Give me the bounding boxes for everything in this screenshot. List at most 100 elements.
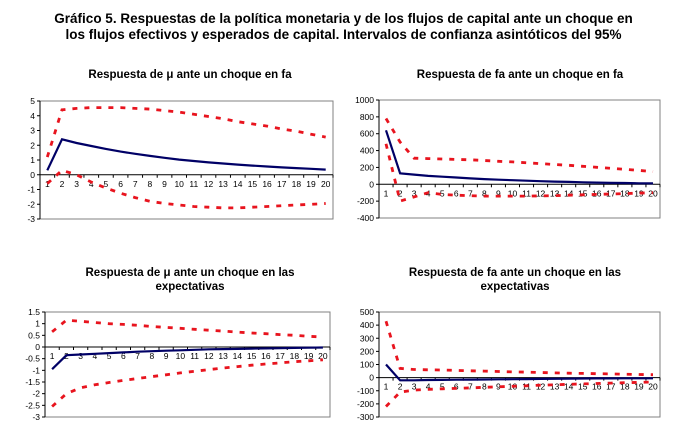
- x-tick-label: 8: [482, 188, 487, 198]
- y-tick-label: -200: [357, 399, 374, 409]
- series-response-line: [46, 138, 326, 171]
- y-tick-label: -2: [32, 389, 40, 399]
- y-tick-label: 2: [30, 140, 35, 150]
- y-tick-label: 1.5: [28, 307, 40, 317]
- x-tick-label: 6: [454, 188, 459, 198]
- x-tick-label: 2: [398, 382, 403, 392]
- y-tick-label: 600: [360, 129, 374, 139]
- y-tick-label: 0: [369, 179, 374, 189]
- y-tick-label: -1: [32, 365, 40, 375]
- x-tick-label: 20: [648, 382, 658, 392]
- series-lower-line: [51, 358, 323, 408]
- series-response-line: [384, 129, 654, 185]
- x-tick-label: 17: [275, 351, 285, 361]
- x-tick-label: 12: [204, 179, 214, 189]
- y-tick-label: 100: [360, 360, 374, 370]
- x-tick-label: 8: [150, 351, 155, 361]
- y-tick-label: 200: [360, 162, 374, 172]
- y-tick-label: -100: [357, 386, 374, 396]
- x-tick-label: 15: [248, 179, 258, 189]
- x-tick-label: 5: [107, 351, 112, 361]
- x-tick-label: 10: [508, 188, 518, 198]
- x-tick-label: 6: [454, 382, 459, 392]
- x-tick-label: 18: [620, 188, 630, 198]
- x-tick-label: 9: [496, 382, 501, 392]
- y-tick-label: 5: [30, 96, 35, 106]
- x-tick-label: 20: [321, 179, 331, 189]
- panel-title-1: Respuesta de μ ante un choque en fa: [88, 69, 292, 81]
- x-tick-label: 17: [606, 188, 616, 198]
- x-tick-label: 12: [536, 188, 546, 198]
- x-tick-label: 17: [606, 382, 616, 392]
- y-tick-label: 200: [360, 346, 374, 356]
- y-tick-label: -3: [32, 412, 40, 422]
- x-tick-label: 7: [468, 188, 473, 198]
- x-tick-label: 1: [50, 351, 55, 361]
- panel-title-2: Respuesta de fa ante un choque en fa: [416, 69, 624, 81]
- x-tick-label: 1: [384, 188, 389, 198]
- y-tick-label: -2: [27, 199, 35, 209]
- x-tick-label: 13: [550, 382, 560, 392]
- y-tick-label: 1: [35, 319, 40, 329]
- y-tick-label: -1: [27, 185, 35, 195]
- x-tick-label: 14: [233, 351, 243, 361]
- series-upper-line: [51, 318, 323, 339]
- y-tick-label: -1.5: [25, 377, 40, 387]
- x-tick-label: 7: [135, 351, 140, 361]
- y-tick-label: 800: [360, 112, 374, 122]
- x-tick-label: 12: [536, 382, 546, 392]
- x-tick-label: 6: [118, 179, 123, 189]
- y-tick-label: 0: [35, 342, 40, 352]
- series-lower-line: [384, 380, 654, 408]
- x-tick-label: 8: [148, 179, 153, 189]
- x-tick-label: 13: [550, 188, 560, 198]
- x-tick-label: 9: [496, 188, 501, 198]
- y-tick-label: 400: [360, 146, 374, 156]
- x-tick-label: 19: [634, 382, 644, 392]
- x-tick-label: 20: [318, 351, 328, 361]
- x-tick-label: 15: [578, 382, 588, 392]
- y-tick-label: 3: [30, 126, 35, 136]
- y-tick-label: 400: [360, 320, 374, 330]
- series-upper-line: [45, 106, 326, 158]
- x-tick-label: 16: [592, 382, 602, 392]
- figure-title-line2: los flujos efectivos y esperados de capi…: [65, 27, 622, 42]
- x-tick-label: 16: [261, 351, 271, 361]
- x-tick-label: 11: [189, 179, 198, 189]
- x-tick-label: 18: [292, 179, 302, 189]
- x-tick-label: 3: [412, 188, 417, 198]
- x-tick-label: 19: [306, 179, 316, 189]
- figure-title: Gráfico 5. Respuestas de la política mon…: [0, 11, 687, 43]
- plot-area-4: [378, 311, 661, 418]
- series-response-line: [51, 346, 323, 370]
- y-tick-label: -3: [27, 214, 35, 224]
- figure-title-line1: Gráfico 5. Respuestas de la política mon…: [54, 11, 633, 26]
- x-tick-label: 10: [176, 351, 186, 361]
- x-tick-label: 1: [384, 382, 389, 392]
- x-tick-label: 14: [564, 382, 574, 392]
- series-upper-line: [384, 320, 654, 377]
- x-tick-label: 8: [482, 382, 487, 392]
- x-tick-label: 3: [78, 351, 83, 361]
- x-tick-label: 4: [93, 351, 98, 361]
- x-tick-label: 3: [412, 382, 417, 392]
- y-tick-label: 4: [30, 111, 35, 121]
- x-tick-label: 7: [133, 179, 138, 189]
- x-tick-label: 18: [290, 351, 300, 361]
- x-tick-label: 13: [218, 179, 228, 189]
- x-tick-label: 10: [174, 179, 184, 189]
- x-tick-label: 15: [247, 351, 257, 361]
- series-response-line: [385, 363, 653, 382]
- x-tick-label: 5: [440, 382, 445, 392]
- series-upper-line: [384, 117, 654, 173]
- y-tick-label: 0: [369, 373, 374, 383]
- y-tick-label: -0.5: [25, 354, 40, 364]
- x-tick-label: 9: [164, 351, 169, 361]
- x-tick-label: 19: [634, 188, 644, 198]
- x-tick-label: 3: [74, 179, 79, 189]
- y-tick-label: -400: [357, 213, 374, 223]
- x-tick-label: 7: [468, 382, 473, 392]
- x-tick-label: 18: [620, 382, 630, 392]
- x-tick-label: 15: [578, 188, 588, 198]
